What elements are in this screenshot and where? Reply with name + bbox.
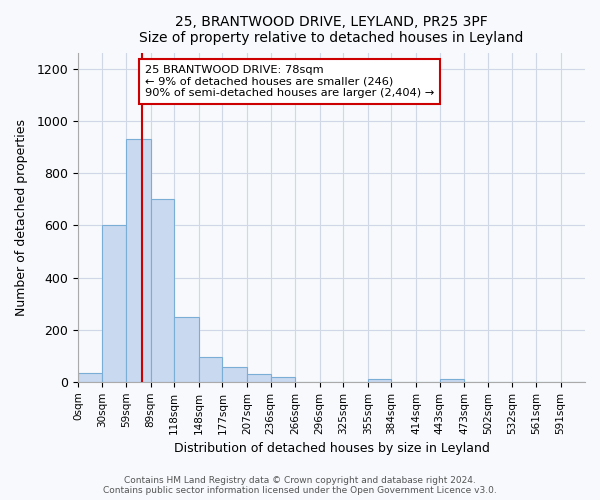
Bar	[151, 200, 174, 382]
Bar	[271, 377, 295, 382]
X-axis label: Distribution of detached houses by size in Leyland: Distribution of detached houses by size …	[173, 442, 490, 455]
Bar	[247, 374, 271, 382]
Text: 25 BRANTWOOD DRIVE: 78sqm
← 9% of detached houses are smaller (246)
90% of semi-: 25 BRANTWOOD DRIVE: 78sqm ← 9% of detach…	[145, 65, 434, 98]
Bar	[126, 140, 151, 382]
Bar	[78, 372, 103, 382]
Bar	[103, 226, 126, 382]
Title: 25, BRANTWOOD DRIVE, LEYLAND, PR25 3PF
Size of property relative to detached hou: 25, BRANTWOOD DRIVE, LEYLAND, PR25 3PF S…	[139, 15, 524, 45]
Bar	[440, 379, 464, 382]
Text: Contains HM Land Registry data © Crown copyright and database right 2024.
Contai: Contains HM Land Registry data © Crown c…	[103, 476, 497, 495]
Bar	[199, 357, 223, 382]
Bar	[368, 379, 391, 382]
Y-axis label: Number of detached properties: Number of detached properties	[15, 119, 28, 316]
Bar	[174, 317, 199, 382]
Bar	[223, 368, 247, 382]
